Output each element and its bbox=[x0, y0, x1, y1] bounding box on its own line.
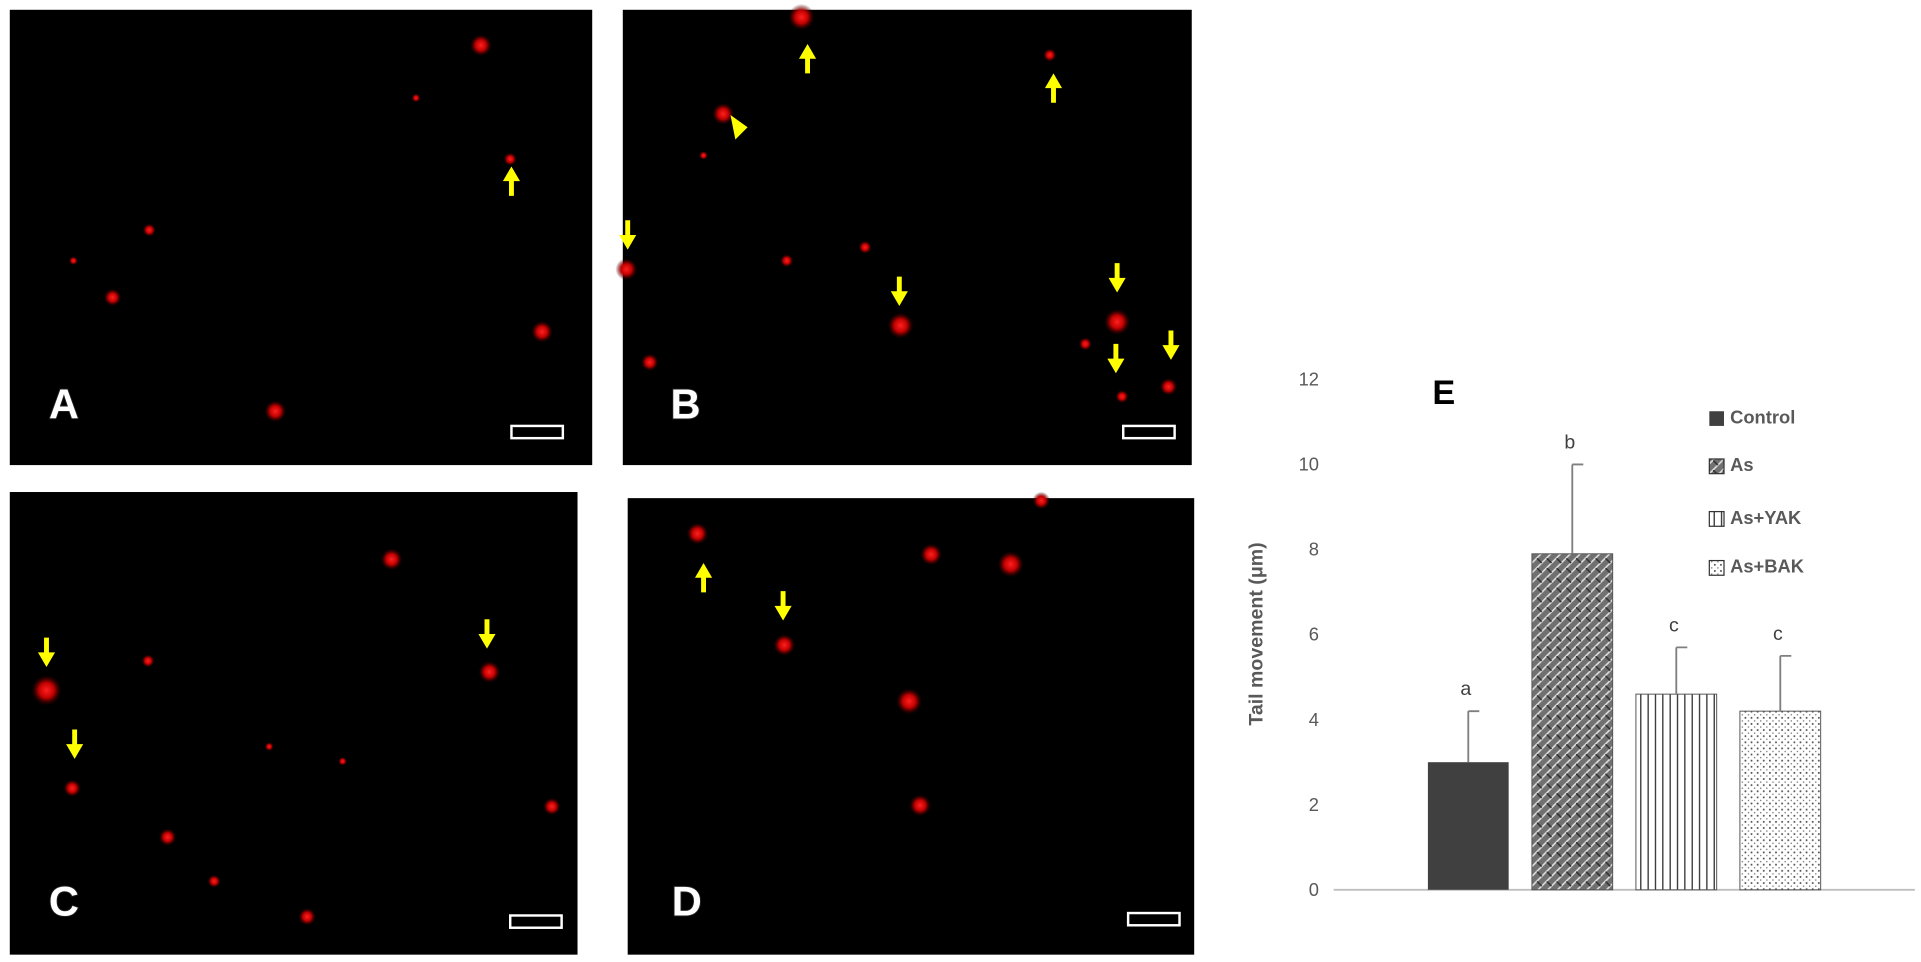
cell bbox=[1159, 377, 1178, 396]
y-tick-label: 2 bbox=[1309, 794, 1319, 815]
cell bbox=[615, 258, 638, 281]
error-bar bbox=[1779, 654, 1792, 712]
y-axis-label: Tail movement (μm) bbox=[1246, 542, 1268, 725]
cell bbox=[103, 288, 122, 307]
arrow bbox=[1044, 73, 1063, 103]
cell bbox=[142, 223, 156, 237]
arrow bbox=[1108, 263, 1126, 293]
chart-title: E bbox=[1432, 374, 1455, 412]
bar bbox=[1739, 710, 1822, 891]
panel-label: B bbox=[671, 381, 701, 428]
cell bbox=[773, 633, 796, 657]
error-bar bbox=[1675, 646, 1688, 695]
arrow bbox=[37, 637, 56, 668]
arrow bbox=[1162, 330, 1180, 360]
legend-label: Control bbox=[1730, 406, 1795, 427]
cell bbox=[1032, 491, 1051, 510]
micrograph bbox=[9, 9, 593, 466]
cell bbox=[1103, 308, 1131, 336]
significance-letter: a bbox=[1460, 678, 1471, 700]
panel-label: D bbox=[672, 877, 702, 924]
arrow bbox=[478, 619, 496, 649]
cell bbox=[699, 151, 708, 160]
bar bbox=[1427, 762, 1509, 890]
arrow bbox=[890, 276, 908, 306]
scale-bar bbox=[510, 424, 565, 440]
cell bbox=[69, 256, 78, 266]
legend-swatch bbox=[1709, 411, 1725, 426]
significance-letter: b bbox=[1564, 432, 1575, 454]
y-tick-label: 10 bbox=[1299, 454, 1319, 475]
cell bbox=[1115, 389, 1129, 404]
cell bbox=[686, 522, 709, 545]
panel-label: A bbox=[49, 381, 79, 428]
cell bbox=[920, 543, 943, 566]
cell bbox=[858, 240, 872, 254]
micrograph bbox=[622, 9, 1192, 466]
arrow bbox=[619, 220, 637, 250]
legend-label: As bbox=[1730, 454, 1753, 475]
cell bbox=[997, 551, 1024, 578]
scale-bar bbox=[509, 914, 563, 929]
cell bbox=[887, 312, 914, 339]
cell bbox=[411, 93, 421, 103]
micrograph bbox=[9, 492, 578, 955]
arrow bbox=[798, 44, 817, 74]
bar bbox=[1635, 693, 1718, 891]
legend-swatch bbox=[1708, 559, 1725, 576]
micrograph bbox=[627, 498, 1195, 955]
y-tick-label: 12 bbox=[1299, 369, 1319, 390]
cell bbox=[141, 654, 155, 668]
cell bbox=[1078, 337, 1092, 351]
arrow bbox=[730, 115, 748, 140]
cell bbox=[207, 874, 221, 888]
cell bbox=[338, 756, 348, 766]
cell bbox=[640, 353, 659, 372]
error-bar bbox=[1571, 463, 1584, 554]
cell bbox=[780, 254, 794, 268]
cell bbox=[895, 688, 923, 715]
legend-swatch bbox=[1708, 510, 1725, 527]
cell bbox=[788, 3, 815, 31]
y-tick-label: 0 bbox=[1309, 879, 1319, 900]
cell bbox=[1043, 48, 1057, 62]
cell bbox=[380, 548, 403, 571]
cell bbox=[31, 674, 62, 706]
cell bbox=[63, 779, 82, 798]
cell bbox=[158, 828, 177, 846]
error-bar bbox=[1467, 710, 1480, 763]
significance-letter: c bbox=[1773, 623, 1783, 645]
cell bbox=[478, 660, 501, 683]
cell bbox=[264, 400, 287, 423]
significance-letter: c bbox=[1669, 614, 1679, 636]
bar bbox=[1531, 553, 1614, 891]
micrographs: A B C D bbox=[9, 3, 1195, 955]
cell bbox=[298, 907, 316, 926]
cell bbox=[543, 797, 561, 816]
legend-swatch bbox=[1708, 458, 1725, 475]
panel-label: C bbox=[49, 877, 79, 924]
arrow bbox=[66, 729, 84, 759]
y-tick-label: 6 bbox=[1309, 624, 1319, 645]
cell bbox=[531, 320, 554, 343]
y-tick-label: 4 bbox=[1309, 709, 1319, 730]
cell bbox=[264, 742, 274, 751]
legend-label: As+BAK bbox=[1730, 556, 1805, 577]
scale-bar bbox=[1126, 911, 1181, 927]
scale-bar bbox=[1122, 424, 1176, 440]
cell bbox=[503, 152, 517, 166]
cell bbox=[469, 34, 492, 57]
y-tick-label: 8 bbox=[1309, 539, 1319, 560]
legend-label: As+YAK bbox=[1730, 507, 1802, 528]
cell bbox=[909, 794, 932, 817]
cell bbox=[712, 102, 735, 125]
